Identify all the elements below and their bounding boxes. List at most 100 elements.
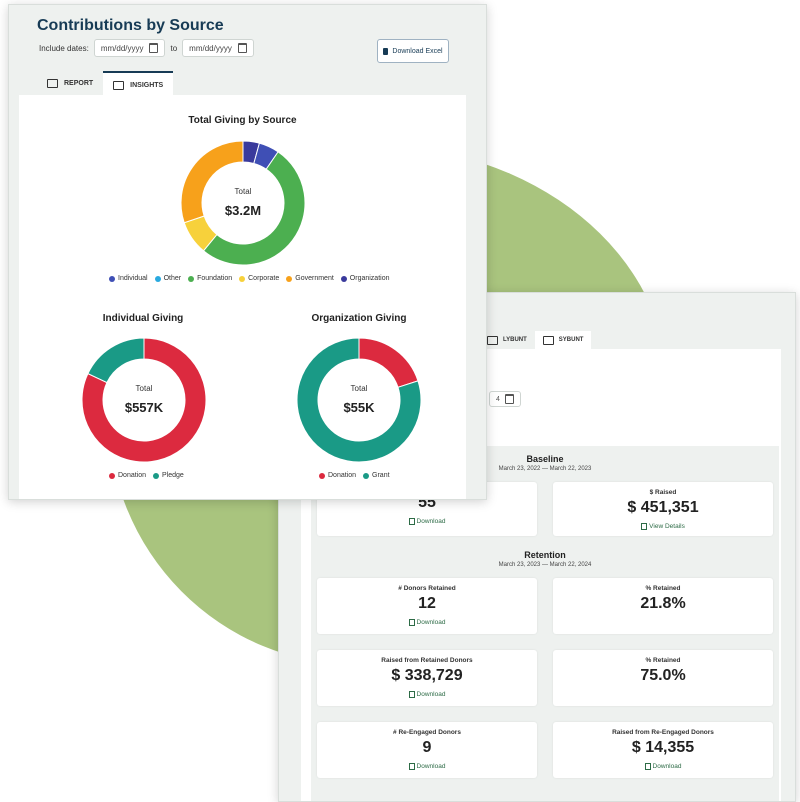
legend-item-donation[interactable]: Donation [319,472,356,479]
contributions-window: Contributions by Source Include dates: m… [8,4,487,500]
download-link[interactable]: Download [317,763,537,770]
include-dates-label: Include dates: [39,43,89,53]
legend-swatch [153,472,160,479]
tab-lybunt-label: LYBUNT [503,337,527,343]
legend-swatch [154,275,161,282]
organization-giving-donut [296,337,422,463]
download-icon [408,763,415,770]
card-label: Raised from Re-Engaged Donors [612,729,714,736]
legend-label: Corporate [248,275,280,282]
tab-lybunt[interactable]: LYBUNT [479,331,535,349]
download-link[interactable]: Download [553,763,773,770]
slice-foundation[interactable] [202,151,306,266]
legend-label: Grant [372,472,390,479]
baseline-range: March 23, 2022 — March 22, 2023 [498,466,592,472]
total-giving-donut [180,140,306,266]
calendar-icon [237,43,247,53]
download-icon [408,518,415,525]
baseline-raised-card: $ Raised $ 451,351 View Details [553,482,773,536]
card-label: % Retained [645,585,681,592]
donut-center-value: $3.2M [224,203,262,218]
card-value: 12 [418,595,436,612]
legend-label: Foundation [197,275,233,282]
legend-swatch [109,275,115,282]
lybunt-icon [487,335,498,345]
report-icon [47,78,58,88]
slice-donation[interactable] [81,337,207,463]
legend-item-pledge[interactable]: Pledge [153,472,184,479]
to-label: to [170,43,178,53]
legend-swatch [188,275,195,282]
card-label: # Donors Retained [398,585,456,592]
tab-sybunt-label: SYBUNT [558,337,584,343]
baseline-title: Baseline [526,454,564,464]
legend-item-individual[interactable]: Individual [109,275,148,282]
insights-panel: Total Giving by Source Total $3.2M Indiv… [19,95,466,499]
partial-date-input[interactable]: 4 [489,391,521,407]
date-range-row: Include dates: mm/dd/yyyy to mm/dd/yyyy [39,39,259,57]
date-to-placeholder: mm/dd/yyyy [189,43,232,53]
file-icon [383,47,389,55]
tab-report[interactable]: REPORT [37,71,103,95]
calendar-icon [504,394,514,404]
raised-retained-card: Raised from Retained Donors $ 338,729 Do… [317,650,537,706]
organization-giving-title: Organization Giving [311,313,407,324]
tab-insights[interactable]: INSIGHTS [103,71,174,97]
download-icon [408,691,415,698]
download-link-label: Download [416,763,446,771]
legend-label: Donation [118,472,147,479]
slice-grant[interactable] [296,337,422,463]
legend-swatch [239,275,246,282]
legend-label: Individual [118,275,148,282]
legend-swatch [319,472,325,479]
legend-swatch [286,275,293,282]
back-tab-bar: LYBUNT SYBUNT [479,331,592,349]
donut-center-value: $557K [124,400,164,415]
insights-icon [113,80,125,90]
donut-center-label: Total [350,384,368,393]
download-icon [644,763,651,770]
baseline-donors-download-link[interactable]: Download [317,518,537,525]
date-to-input[interactable]: mm/dd/yyyy [182,39,254,57]
percent-retained-raised-card: % Retained 75.0% [553,650,773,706]
slice-donation[interactable] [358,337,419,388]
legend-item-government[interactable]: Government [286,275,334,282]
percent-retained-card: % Retained 21.8% [553,578,773,634]
download-link-label: Download [416,518,446,526]
legend-label: Organization [349,275,390,282]
sybunt-icon [542,335,554,345]
retention-range: March 23, 2023 — March 22, 2024 [498,562,592,568]
individual-giving-title: Individual Giving [102,313,184,324]
stats-area: Baseline March 23, 2022 — March 22, 2023… [311,446,779,801]
download-link-label: Download [652,763,682,771]
legend-item-grant[interactable]: Grant [363,472,390,479]
baseline-raised-value: $ 451,351 [627,499,699,516]
total-giving-title: Total Giving by Source [188,115,297,126]
slice-pledge[interactable] [87,337,145,384]
view-details-link[interactable]: View Details [553,523,773,530]
card-value: 21.8% [640,595,686,612]
card-value: $ 338,729 [391,667,463,684]
card-value: $ 14,355 [631,739,695,756]
legend-item-foundation[interactable]: Foundation [188,275,232,282]
download-link[interactable]: Download [317,619,537,626]
legend-item-corporate[interactable]: Corporate [239,275,279,282]
donut-center-value: $55K [343,400,375,415]
total-giving-legend: Individual Other Foundation Corporate Govern… [109,275,390,282]
individual-giving-donut [81,337,207,463]
slice-government[interactable] [180,140,244,224]
reengaged-donors-card: # Re-Engaged Donors 9 Download [317,722,537,778]
donut-center-label: Total [135,384,153,393]
download-excel-button[interactable]: Download Excel [377,39,449,63]
legend-swatch [363,472,370,479]
legend-label: Pledge [162,472,184,479]
tab-sybunt[interactable]: SYBUNT [534,331,592,349]
legend-item-organization[interactable]: Organization [340,275,390,282]
download-excel-label: Download Excel [392,47,443,55]
baseline-raised-label: $ Raised [649,489,677,496]
download-link[interactable]: Download [317,691,537,698]
legend-item-donation[interactable]: Donation [109,472,146,479]
date-from-input[interactable]: mm/dd/yyyy [93,39,166,57]
legend-item-other[interactable]: Other [154,275,181,282]
tab-bar: REPORT INSIGHTS [37,71,174,97]
